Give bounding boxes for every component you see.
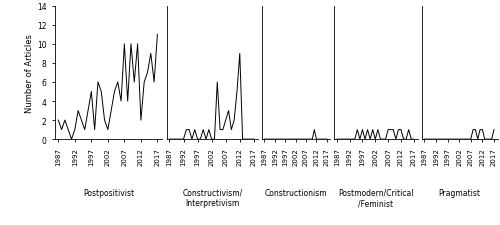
X-axis label: Pragmatist: Pragmatist [438,188,480,197]
X-axis label: Postmodern/Critical
/Feminist: Postmodern/Critical /Feminist [338,188,413,207]
X-axis label: Constructivism/
Interpretivism: Constructivism/ Interpretivism [182,188,242,207]
X-axis label: Constructionism: Constructionism [265,188,328,197]
Y-axis label: Number of Articles: Number of Articles [26,34,35,112]
X-axis label: Postpositivist: Postpositivist [83,188,134,197]
